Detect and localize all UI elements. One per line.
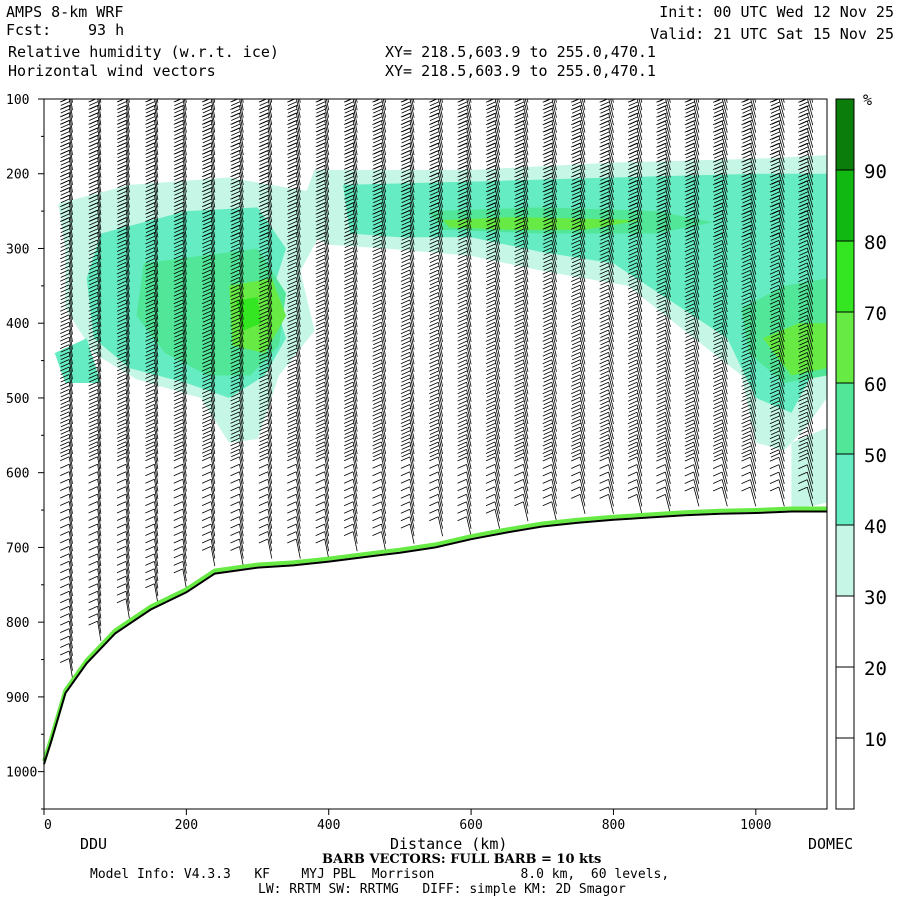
wind-profile-22 (656, 99, 671, 514)
y-tick-label: 800 (6, 616, 29, 631)
wind-profile-9 (287, 99, 301, 559)
colorbar-label: 60 (864, 374, 887, 396)
terrain-mask (44, 511, 827, 809)
wind-profile-5 (173, 99, 187, 589)
wind-profile-13 (400, 99, 415, 544)
wind-profile-20 (599, 99, 614, 514)
colorbar-band (836, 525, 854, 596)
wind-profile-19 (571, 99, 586, 514)
forecast-label: Fcst: (6, 21, 52, 39)
end-location-label: DOMEC (808, 835, 854, 853)
colorbar-label: 30 (864, 587, 887, 609)
wind-profile-27 (798, 99, 814, 507)
wind-profile-10 (315, 99, 330, 559)
y-tick-label: 400 (6, 317, 29, 332)
colorbar-label: 80 (864, 232, 887, 254)
barb-note: BARB VECTORS: FULL BARB = 10 kts (322, 852, 602, 867)
x-tick-label: 800 (602, 818, 625, 833)
colorbar-band (836, 383, 854, 454)
wind-profile-4 (145, 99, 159, 604)
y-tick-label: 100 (6, 93, 29, 108)
colorbar-band (836, 312, 854, 383)
valid-time: Valid: 21 UTC Sat 15 Nov 25 (650, 25, 894, 43)
wind-profile-18 (542, 99, 557, 522)
wind-profile-23 (684, 99, 700, 507)
wind-profile-3 (116, 99, 130, 619)
colorbar-band (836, 170, 854, 241)
x-tick-label: 0 (44, 818, 52, 833)
forecast-hours: 93 h (88, 21, 125, 39)
x-axis-title: Distance (km) (390, 835, 508, 853)
y-tick-label: 200 (6, 168, 29, 183)
colorbar-label: 10 (864, 729, 887, 751)
colorbar-label: 70 (864, 303, 887, 325)
colorbar-label: 40 (864, 516, 887, 538)
terrain-moist-edge (42, 506, 827, 762)
colorbar-label: 20 (864, 658, 887, 680)
model-physics: LW: RRTM SW: RRTMG DIFF: simple KM: 2D S… (258, 882, 626, 897)
y-tick-label: 1000 (6, 766, 37, 781)
field-title-wind: Horizontal wind vectors (8, 62, 216, 80)
colorbar-band (836, 99, 854, 170)
wind-profile-26 (769, 99, 785, 507)
x-tick-label: 200 (175, 818, 198, 833)
terrain-surface (43, 510, 827, 765)
y-tick-label: 900 (6, 691, 29, 706)
wind-profile-12 (372, 99, 387, 552)
terrain-layer (42, 506, 827, 809)
y-tick-label: 700 (6, 541, 29, 556)
colorbar-band (836, 454, 854, 525)
wind-barbs (44, 99, 814, 761)
init-time: Init: 00 UTC Wed 12 Nov 25 (659, 3, 894, 21)
y-tick-label: 500 (6, 392, 29, 407)
rh-region-2 (791, 427, 827, 511)
field-title-rh: Relative humidity (w.r.t. ice) (8, 43, 279, 61)
wind-profile-0 (44, 100, 45, 761)
x-tick-label: 400 (317, 818, 340, 833)
wind-profile-11 (343, 99, 358, 552)
y-tick-label: 300 (6, 242, 29, 257)
colorbar-unit: % (863, 91, 873, 109)
axes: 0 200 400 600 800 1000 100 200 300 400 500 600 700 80… (6, 93, 771, 833)
wind-profile-25 (741, 99, 757, 507)
wind-profile-17 (514, 99, 529, 522)
wind-profile-15 (457, 99, 472, 537)
wind-profile-1 (60, 99, 73, 679)
wind-profile-16 (485, 99, 500, 529)
wind-profile-14 (429, 99, 443, 537)
colorbar-label: 50 (864, 445, 887, 467)
wind-profile-7 (230, 99, 244, 567)
colorbar-label: 90 (864, 161, 887, 183)
wind-profile-8 (258, 99, 273, 559)
xy-range-2: XY= 218.5,603.9 to 255.0,470.1 (385, 62, 656, 80)
colorbar-band (836, 241, 854, 312)
wind-profile-21 (627, 99, 643, 514)
y-tick-label: 600 (6, 467, 29, 482)
x-tick-label: 600 (459, 818, 482, 833)
xy-range-1: XY= 218.5,603.9 to 255.0,470.1 (385, 43, 656, 61)
colorbar: 10 20 30 40 50 60 70 80 90 (835, 98, 887, 810)
model-info: Model Info: V4.3.3 KF MYJ PBL Morrison 8… (90, 867, 670, 882)
plot-frame (43, 98, 828, 810)
wind-profile-24 (712, 99, 728, 507)
x-tick-label: 1000 (740, 818, 771, 833)
start-location-label: DDU (80, 835, 108, 853)
wind-profile-2 (88, 99, 102, 641)
wind-profile-6 (201, 99, 216, 567)
model-title: AMPS 8-km WRF (6, 3, 124, 21)
